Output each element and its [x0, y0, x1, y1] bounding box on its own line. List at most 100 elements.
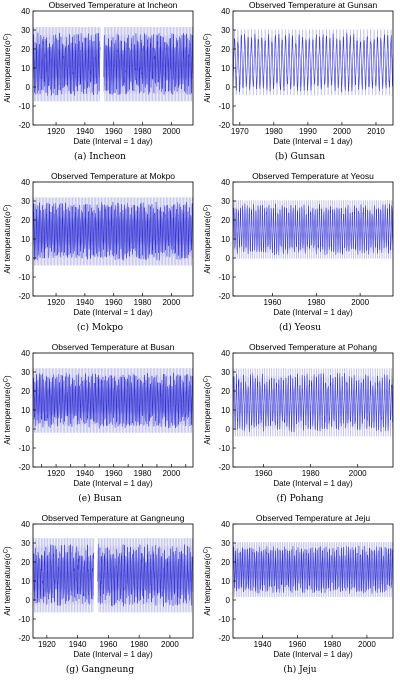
x-tick-label: 1960 — [264, 298, 282, 307]
x-tick-label: 1970 — [231, 127, 249, 136]
series-line — [33, 32, 193, 96]
chart-title: Observed Temperature at Yeosu — [252, 171, 374, 181]
chart-panel: Observed Temperature at Gangneung -20 -10 0… — [0, 513, 200, 683]
y-tick-label: 0 — [26, 425, 31, 434]
x-tick-label: 1920 — [47, 298, 65, 307]
chart-title: Observed Temperature at Pohang — [249, 342, 377, 352]
y-tick-label: -10 — [218, 444, 230, 453]
chart-title: Observed Temperature at Incheon — [49, 0, 178, 10]
series-line — [233, 545, 393, 594]
x-tick-label: 1920 — [38, 640, 56, 649]
x-tick-label: 2000 — [349, 469, 367, 478]
x-tick-label: 1960 — [288, 640, 306, 649]
y-axis-label-text: Air temperature(o — [203, 211, 212, 274]
y-tick-label: 10 — [221, 64, 230, 73]
x-tick-label: 2010 — [367, 127, 385, 136]
x-tick-label: 2000 — [162, 298, 180, 307]
y-tick-label: -10 — [18, 615, 30, 624]
y-tick-label: 20 — [221, 558, 230, 567]
y-tick-label: -20 — [218, 463, 230, 472]
x-tick-label: 1920 — [47, 469, 65, 478]
chart-svg: Observed Temperature at Mokpo -20 -10 0 10 20… — [3, 171, 194, 317]
y-tick-label: 10 — [21, 577, 30, 586]
chart-title: Observed Temperature at Gunsan — [249, 0, 378, 10]
y-tick-label: 10 — [221, 235, 230, 244]
y-axis-label-close: ) — [3, 204, 12, 207]
series-line — [233, 203, 393, 256]
x-tick-label: 2000 — [358, 640, 376, 649]
x-axis-label: Date (Interval = 1 day) — [73, 650, 153, 659]
y-axis-label-unit: C — [4, 206, 10, 211]
y-axis-label: Air temperature(oC) — [3, 33, 12, 103]
x-tick-label: 1960 — [255, 469, 273, 478]
y-axis-label-unit: C — [204, 206, 210, 211]
y-tick-label: 30 — [221, 368, 230, 377]
series-area — [33, 197, 193, 266]
y-axis-label-close: ) — [3, 546, 12, 549]
y-axis-label-text: Air temperature(o — [3, 40, 12, 103]
y-tick-label: -10 — [18, 444, 30, 453]
y-tick-label: 0 — [26, 83, 31, 92]
panel-caption: (g) Gangneung — [65, 665, 135, 675]
y-tick-label: 0 — [226, 83, 231, 92]
y-tick-label: 20 — [221, 216, 230, 225]
chart-panel: Observed Temperature at Gunsan -20 -10 0 10 2… — [200, 0, 400, 170]
series-line — [233, 32, 393, 92]
y-tick-label: 40 — [21, 349, 30, 358]
y-tick-label: 0 — [226, 596, 231, 605]
y-axis-label-close: ) — [203, 375, 212, 378]
panel-caption: (b) Gunsan — [274, 152, 326, 162]
y-axis-label-unit: C — [4, 377, 10, 382]
x-axis-label: Date (Interval = 1 day) — [73, 308, 153, 317]
x-tick-label: 1980 — [134, 127, 152, 136]
y-axis-label: Air temperature(oC) — [3, 546, 12, 616]
y-tick-label: 0 — [26, 596, 31, 605]
y-axis-label-unit: C — [204, 35, 210, 40]
x-tick-label: 1980 — [130, 640, 148, 649]
chart-title: Observed Temperature at Gangneung — [41, 513, 184, 523]
y-tick-label: 30 — [221, 539, 230, 548]
y-axis-label: Air temperature(oC) — [3, 375, 12, 445]
y-tick-label: -10 — [218, 273, 230, 282]
x-tick-label: 1960 — [105, 298, 123, 307]
chart-panel: Observed Temperature at Pohang -20 -10 0 10 2… — [200, 342, 400, 512]
panel-caption: (c) Mokpo — [76, 323, 124, 333]
x-tick-label: 2000 — [351, 298, 369, 307]
y-axis-label: Air temperature(oC) — [203, 204, 212, 274]
chart-panel: Observed Temperature at Mokpo -20 -10 0 10 20… — [0, 171, 200, 341]
series-band — [233, 29, 393, 96]
series-area — [233, 368, 393, 437]
chart-panel: Observed Temperature at Busan -20 -10 0 10 20… — [0, 342, 200, 512]
series-line — [33, 372, 193, 429]
x-tick-label: 2000 — [162, 469, 180, 478]
chart-svg: Observed Temperature at Jeju -20 -10 0 10 20 3… — [203, 513, 394, 659]
x-tick-label: 1920 — [47, 127, 65, 136]
y-tick-label: 30 — [21, 26, 30, 35]
y-tick-label: -10 — [218, 615, 230, 624]
y-axis-label-text: Air temperature(o — [203, 382, 212, 445]
y-tick-label: -20 — [18, 292, 30, 301]
y-axis-label-text: Air temperature(o — [203, 40, 212, 103]
y-tick-label: 30 — [221, 197, 230, 206]
y-tick-label: 30 — [21, 368, 30, 377]
series-area — [33, 26, 193, 102]
y-axis-label-unit: C — [204, 377, 210, 382]
x-tick-label: 1980 — [134, 469, 152, 478]
x-tick-label: 1940 — [76, 298, 94, 307]
y-axis-label-unit: C — [4, 35, 10, 40]
x-tick-label: 1960 — [105, 469, 123, 478]
x-tick-label: 1980 — [302, 469, 320, 478]
y-tick-label: 0 — [226, 425, 231, 434]
x-tick-label: 1980 — [134, 298, 152, 307]
y-axis-label-close: ) — [203, 546, 212, 549]
y-tick-label: 40 — [221, 7, 230, 16]
y-tick-label: -20 — [218, 121, 230, 130]
chart-panel: Observed Temperature at Yeosu -20 -10 0 10 20… — [200, 171, 400, 341]
y-tick-label: 10 — [221, 577, 230, 586]
y-tick-label: 30 — [21, 197, 30, 206]
y-tick-label: 10 — [21, 235, 30, 244]
x-tick-label: 1940 — [254, 640, 272, 649]
series-area — [233, 29, 393, 96]
y-axis-label-unit: C — [204, 548, 210, 553]
